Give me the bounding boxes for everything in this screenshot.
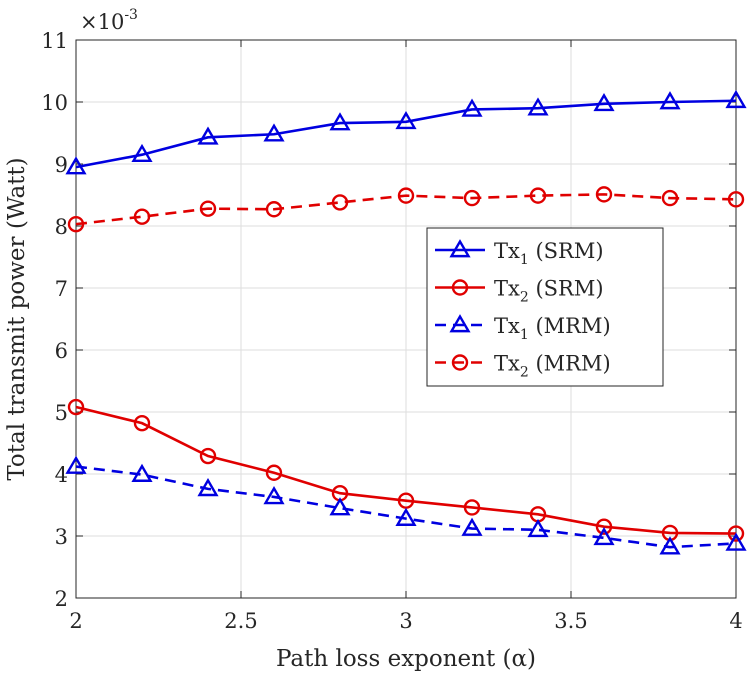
data-point: [329, 497, 351, 516]
data-point: [65, 156, 87, 175]
data-point: [593, 526, 615, 546]
data-point: [463, 499, 481, 516]
legend-marker: [451, 354, 469, 371]
legend-label: Tx2 (MRM): [494, 352, 611, 381]
data-point: [659, 91, 681, 110]
legend-marker: [451, 279, 469, 296]
y-scale-exponent: -3: [124, 7, 138, 23]
data-point: [397, 492, 415, 509]
data-point: [727, 525, 745, 542]
legend-label-method: (SRM): [529, 239, 604, 263]
y-tick-label: 5: [55, 401, 68, 425]
x-axis-label: Path loss exponent (α): [276, 646, 536, 672]
data-point: [461, 517, 483, 536]
legend-label-method: (MRM): [529, 314, 611, 338]
data-point: [263, 486, 285, 505]
legend-label: Tx1 (SRM): [494, 239, 604, 268]
data-point: [395, 507, 417, 526]
x-tick-label: 3.5: [554, 609, 587, 633]
x-tick-label: 2: [69, 609, 82, 633]
data-point: [397, 187, 415, 204]
data-point: [461, 98, 483, 117]
legend-label-method: (SRM): [529, 277, 604, 301]
data-point: [659, 536, 681, 555]
data-point: [529, 187, 547, 204]
data-point: [725, 89, 747, 109]
data-point: [265, 201, 283, 218]
series-line: [75, 193, 737, 226]
y-tick-label: 2: [55, 587, 68, 611]
series-layer: [65, 89, 747, 555]
series-3: [65, 455, 747, 555]
data-point: [593, 92, 615, 112]
data-point: [199, 200, 217, 217]
series-line: [75, 465, 737, 549]
data-point: [595, 186, 613, 203]
y-tick-label: 4: [55, 463, 68, 487]
data-point: [661, 189, 679, 207]
data-point: [197, 126, 219, 145]
data-point: [329, 112, 351, 131]
y-tick-label: 10: [41, 91, 68, 115]
legend-marker: [449, 239, 471, 258]
data-point: [395, 110, 417, 130]
legend-label: Tx2 (SRM): [494, 277, 604, 306]
data-point: [65, 455, 87, 474]
data-point: [133, 414, 151, 432]
y-axis-label: Total transmit power (Watt): [4, 157, 30, 480]
legend-label-base: Tx: [494, 314, 520, 338]
y-tick-label: 8: [55, 215, 68, 239]
data-point: [67, 398, 85, 416]
y-tick-label: 7: [55, 277, 68, 301]
legend-label-base: Tx: [494, 239, 520, 263]
data-point: [265, 464, 283, 481]
data-point: [133, 208, 151, 225]
legend-label-method: (MRM): [529, 352, 611, 376]
data-point: [527, 97, 549, 116]
y-tick-label: 11: [41, 29, 68, 53]
series-4: [67, 186, 745, 233]
data-point: [527, 518, 549, 538]
legend-label: Tx1 (MRM): [494, 314, 611, 343]
legend-marker: [449, 314, 471, 333]
data-point: [199, 447, 217, 465]
data-point: [725, 532, 747, 551]
x-tick-label: 2.5: [224, 609, 257, 633]
legend-label-subscript: 2: [520, 365, 529, 381]
legend-label-base: Tx: [494, 352, 520, 376]
y-tick-label: 3: [55, 525, 68, 549]
y-tick-label: 6: [55, 339, 68, 363]
data-point: [595, 518, 613, 535]
legend-label-subscript: 1: [520, 327, 529, 343]
y-scale-factor: ×10-3: [80, 7, 138, 34]
legend-entry: Tx1 (MRM): [435, 314, 611, 343]
legend-entry: Tx2 (SRM): [435, 277, 604, 306]
legend-entry: Tx2 (MRM): [435, 352, 611, 381]
data-point: [263, 123, 285, 142]
x-tick-label: 4: [729, 609, 742, 633]
x-tick-label: 3: [399, 609, 412, 633]
y-tick-label: 9: [55, 153, 68, 177]
data-point: [727, 191, 745, 208]
data-point: [131, 463, 153, 482]
data-point: [463, 189, 481, 207]
legend-label-base: Tx: [494, 277, 520, 301]
legend-label-subscript: 2: [520, 290, 529, 306]
data-point: [331, 194, 349, 211]
y-scale-base: ×10: [80, 10, 124, 34]
legend-label-subscript: 1: [520, 252, 529, 268]
data-point: [197, 477, 219, 497]
series-line: [75, 99, 737, 169]
data-point: [131, 143, 153, 163]
legend-entry: Tx1 (SRM): [435, 239, 604, 268]
series-line: [75, 405, 737, 535]
data-point: [67, 215, 85, 233]
series-1: [65, 89, 747, 175]
legend: Tx1 (SRM)Tx2 (SRM)Tx1 (MRM)Tx2 (MRM): [426, 227, 664, 387]
